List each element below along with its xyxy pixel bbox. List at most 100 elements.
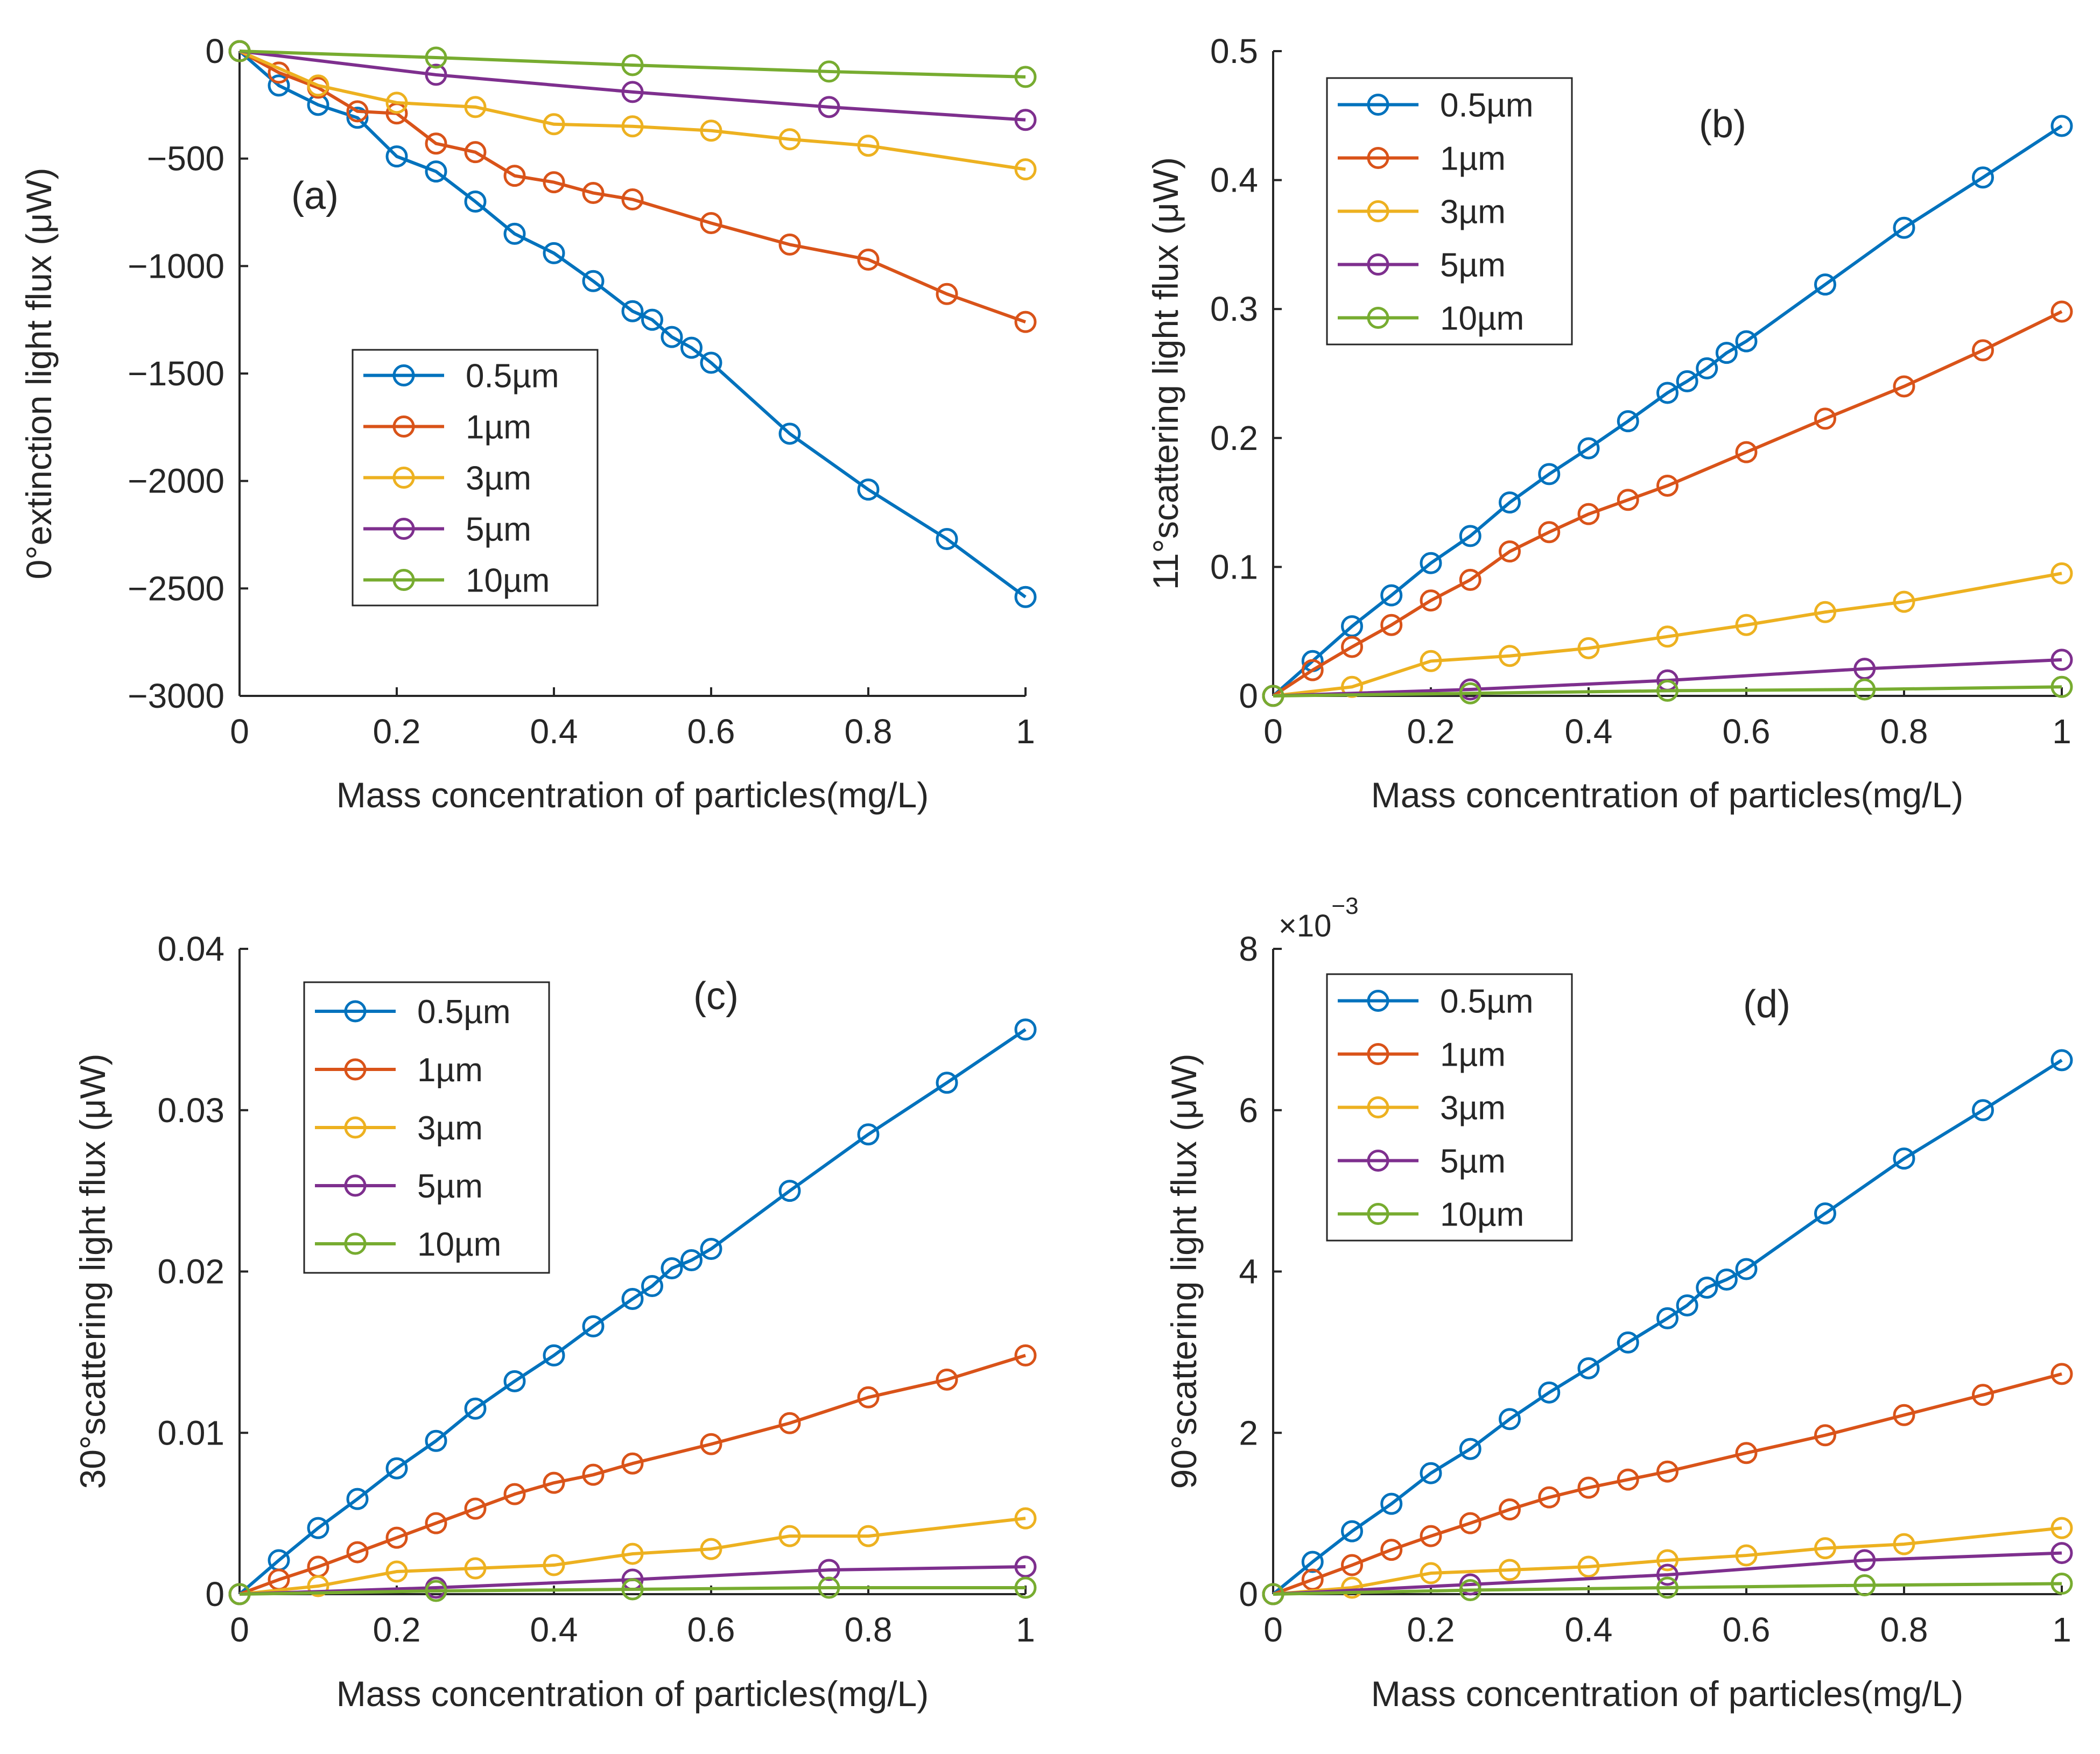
panel-b-plot-area bbox=[1262, 115, 2073, 707]
data-point bbox=[1380, 584, 1403, 607]
data-point bbox=[582, 270, 605, 292]
x-tick-label: 0.6 bbox=[687, 1610, 735, 1649]
x-tick-label: 1 bbox=[2052, 712, 2071, 751]
data-point bbox=[1301, 659, 1324, 681]
legend-marker bbox=[1367, 307, 1389, 329]
data-point bbox=[464, 1557, 487, 1580]
panel-b-axes bbox=[1272, 51, 2062, 697]
data-point bbox=[1696, 357, 1718, 379]
series-line bbox=[1273, 1526, 2062, 1596]
data-point bbox=[1380, 1539, 1403, 1561]
data-point bbox=[2050, 649, 2073, 671]
data-point bbox=[700, 1433, 722, 1455]
data-point bbox=[1715, 1268, 1738, 1291]
data-point bbox=[543, 171, 565, 194]
legend-marker bbox=[1367, 1096, 1389, 1118]
legend-label: 10µm bbox=[466, 562, 550, 600]
series-line bbox=[238, 50, 1026, 171]
x-tick-label: 0.4 bbox=[530, 1610, 578, 1649]
data-point bbox=[857, 1123, 880, 1146]
data-point bbox=[503, 222, 526, 245]
series-line bbox=[1272, 310, 2063, 698]
panel-c-ticks: 0 0.2 0.4 0.6 0.8 1 0 0.01 0.02 0.03 0.04 bbox=[157, 929, 1035, 1649]
data-point bbox=[1814, 1424, 1836, 1447]
data-point bbox=[857, 1386, 880, 1408]
y-tick-label: 0 bbox=[1239, 1575, 1258, 1614]
data-point bbox=[464, 1497, 487, 1520]
data-point bbox=[1656, 474, 1678, 497]
panel-c: 0 0.2 0.4 0.6 0.8 1 0 0.01 0.02 0.03 0.04 Mass con… bbox=[73, 929, 1037, 1714]
x-tick-label: 0.4 bbox=[1565, 1610, 1613, 1649]
data-point bbox=[1656, 382, 1678, 404]
panel-d-plot-area bbox=[1262, 1049, 2073, 1605]
legend-marker bbox=[344, 1116, 367, 1139]
data-point bbox=[1656, 625, 1678, 648]
data-point bbox=[1499, 1559, 1521, 1581]
data-point bbox=[1656, 1563, 1678, 1586]
data-point bbox=[228, 1583, 251, 1605]
data-point bbox=[1341, 1520, 1363, 1542]
data-point bbox=[1014, 109, 1037, 131]
data-point bbox=[346, 1541, 369, 1563]
data-point bbox=[1814, 407, 1836, 430]
y-tick-label: −3000 bbox=[128, 677, 224, 715]
x-tick-label: 1 bbox=[1016, 712, 1035, 751]
legend-marker bbox=[392, 518, 415, 540]
data-point bbox=[346, 100, 369, 123]
legend-marker bbox=[1367, 990, 1389, 1012]
data-point bbox=[1853, 1549, 1876, 1572]
legend-marker bbox=[1367, 94, 1389, 116]
legend-label: 1µm bbox=[1440, 140, 1506, 178]
data-point bbox=[1420, 552, 1442, 574]
data-point bbox=[700, 119, 722, 142]
data-point bbox=[425, 1580, 447, 1602]
legend-label: 5µm bbox=[466, 511, 531, 548]
data-point bbox=[1893, 1147, 1915, 1170]
data-point bbox=[1538, 463, 1561, 485]
panel-d-axis-exponent: ×10−3 bbox=[1279, 893, 1359, 943]
data-point bbox=[700, 1238, 722, 1260]
panel-a-plot-area bbox=[228, 40, 1037, 608]
y-tick-label: 0.01 bbox=[157, 1413, 224, 1452]
panel-a-legend: 0.5µm 1µm 3µm 5µm 10µm bbox=[352, 349, 599, 607]
data-point bbox=[1735, 614, 1758, 636]
data-point bbox=[1853, 1574, 1876, 1597]
data-point bbox=[1014, 586, 1037, 608]
panel-a-label: (a) bbox=[291, 174, 339, 217]
data-point bbox=[268, 74, 290, 97]
data-point bbox=[543, 1344, 565, 1366]
data-point bbox=[857, 135, 880, 157]
data-point bbox=[700, 212, 722, 234]
data-point bbox=[621, 1578, 644, 1601]
panel-d-legend: 0.5µm 1µm 3µm 5µm 10µm bbox=[1326, 973, 1573, 1242]
data-point bbox=[1893, 1404, 1915, 1426]
data-point bbox=[1814, 1202, 1836, 1225]
data-point bbox=[1735, 441, 1758, 463]
data-point bbox=[1014, 66, 1037, 88]
data-point bbox=[2050, 1363, 2073, 1385]
data-point bbox=[936, 283, 958, 305]
data-point bbox=[621, 188, 644, 211]
series-line bbox=[1272, 124, 2063, 698]
data-point bbox=[1014, 158, 1037, 181]
series-line bbox=[1273, 572, 2062, 698]
x-tick-label: 0.4 bbox=[1565, 712, 1613, 751]
data-point bbox=[385, 1560, 408, 1583]
data-point bbox=[1735, 1442, 1758, 1464]
legend-label: 0.5µm bbox=[1440, 87, 1534, 124]
data-point bbox=[1735, 1544, 1758, 1567]
data-point bbox=[680, 336, 703, 359]
series-line bbox=[239, 50, 1026, 79]
data-point bbox=[1014, 1507, 1037, 1530]
series-line bbox=[1273, 685, 2062, 698]
series-line bbox=[1272, 1059, 2063, 1596]
data-point bbox=[2050, 1049, 2073, 1072]
series-line bbox=[238, 1028, 1027, 1596]
data-point bbox=[621, 54, 644, 76]
data-point bbox=[1262, 685, 1284, 707]
data-point bbox=[1814, 273, 1836, 296]
data-point bbox=[1014, 1576, 1037, 1599]
data-point bbox=[1972, 1099, 1994, 1122]
legend-marker bbox=[1367, 253, 1389, 276]
data-point bbox=[1656, 1576, 1678, 1599]
